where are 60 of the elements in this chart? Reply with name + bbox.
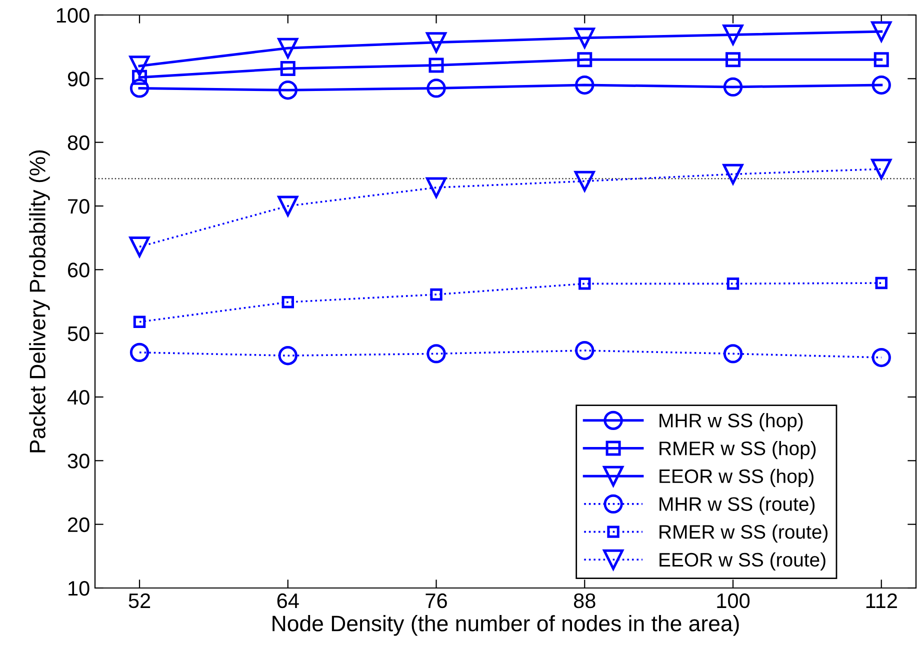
point	[872, 75, 891, 95]
point	[129, 236, 150, 258]
point	[726, 278, 740, 290]
x-axis-title: Node Density (the number of nodes in the area)	[272, 615, 739, 636]
x-tick-label: 64	[277, 593, 299, 608]
legend-label: EEOR w SS (route)	[660, 552, 826, 570]
point	[428, 58, 444, 73]
y-tick-label: 40	[67, 390, 90, 405]
legend-label: MHR w SS (hop)	[660, 413, 803, 432]
point	[130, 78, 150, 98]
point	[871, 21, 892, 42]
point	[577, 52, 592, 68]
legend-label: MHR w SS (route)	[660, 496, 815, 515]
point	[280, 60, 296, 76]
y-tick-label: 60	[68, 262, 90, 278]
y-tick-label: 30	[68, 454, 90, 468]
legend-label: EEOR w SS (hop)	[660, 468, 814, 487]
point	[278, 196, 298, 216]
point	[278, 80, 298, 100]
legend-label: RMER w SS (hop)	[660, 440, 816, 460]
x-tick-label: 112	[866, 593, 897, 608]
point	[282, 296, 294, 308]
point	[574, 170, 595, 192]
point	[426, 32, 447, 53]
y-tick-label: 50	[68, 326, 90, 342]
y-tick-label: 70	[68, 199, 90, 214]
point	[426, 177, 447, 198]
x-tick-label: 52	[128, 593, 150, 608]
point	[278, 38, 298, 58]
point	[574, 28, 595, 48]
point	[426, 344, 446, 364]
point	[278, 346, 298, 366]
point	[722, 164, 744, 184]
x-tick-label: 100	[717, 593, 750, 608]
legend-label: RMER w SS (route)	[660, 524, 828, 543]
x-tick-label: 88	[574, 593, 596, 608]
point	[723, 77, 743, 97]
y-axis-title: Packet Delivery Probability (%)	[29, 150, 50, 452]
point	[430, 288, 442, 301]
y-tick-label: 20	[68, 517, 90, 532]
point	[130, 342, 150, 362]
point	[726, 52, 741, 68]
point	[426, 78, 446, 98]
point	[129, 56, 150, 76]
point	[723, 344, 743, 364]
y-tick-label: 100	[56, 8, 90, 23]
point	[874, 52, 889, 68]
y-tick-label: 10	[68, 581, 90, 596]
point	[575, 75, 594, 95]
point	[871, 158, 892, 180]
y-tick-label: 90	[68, 72, 90, 86]
x-tick-label: 76	[426, 593, 447, 608]
point	[133, 316, 146, 328]
point	[575, 340, 594, 360]
point	[872, 348, 891, 368]
y-tick-label: 80	[68, 135, 90, 150]
point	[875, 276, 888, 290]
point	[578, 278, 591, 290]
point	[722, 24, 744, 46]
point	[132, 70, 148, 85]
